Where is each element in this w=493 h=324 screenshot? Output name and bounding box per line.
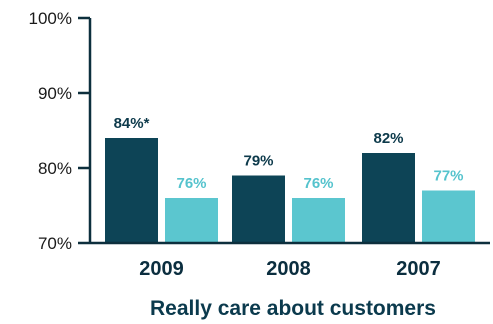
data-label: 84%*: [114, 115, 150, 132]
y-tick-label: 80%: [38, 159, 72, 178]
category-label: 2008: [266, 258, 311, 280]
x-axis: 2009 2008 2007: [90, 241, 490, 280]
data-label: 77%: [433, 168, 463, 185]
bars: [105, 138, 475, 243]
data-label: 82%: [373, 130, 403, 147]
category-label: 2009: [139, 258, 184, 280]
bar: [105, 138, 158, 243]
y-axis: 70% 80% 90% 100%: [29, 9, 92, 253]
bar: [362, 153, 415, 243]
bar: [165, 198, 218, 243]
y-tick-label: 90%: [38, 84, 72, 103]
bar: [232, 175, 285, 243]
x-axis-label: Really care about customers: [150, 297, 436, 320]
data-label: 76%: [303, 175, 333, 192]
category-label: 2007: [396, 258, 441, 280]
data-label: 79%: [243, 153, 273, 170]
bar: [292, 198, 345, 243]
y-tick-label: 100%: [29, 9, 72, 28]
data-label: 76%: [176, 175, 206, 192]
data-labels: 84%* 76% 79% 76% 82% 77%: [114, 115, 464, 192]
y-tick-label: 70%: [38, 234, 72, 253]
bar: [422, 190, 475, 243]
